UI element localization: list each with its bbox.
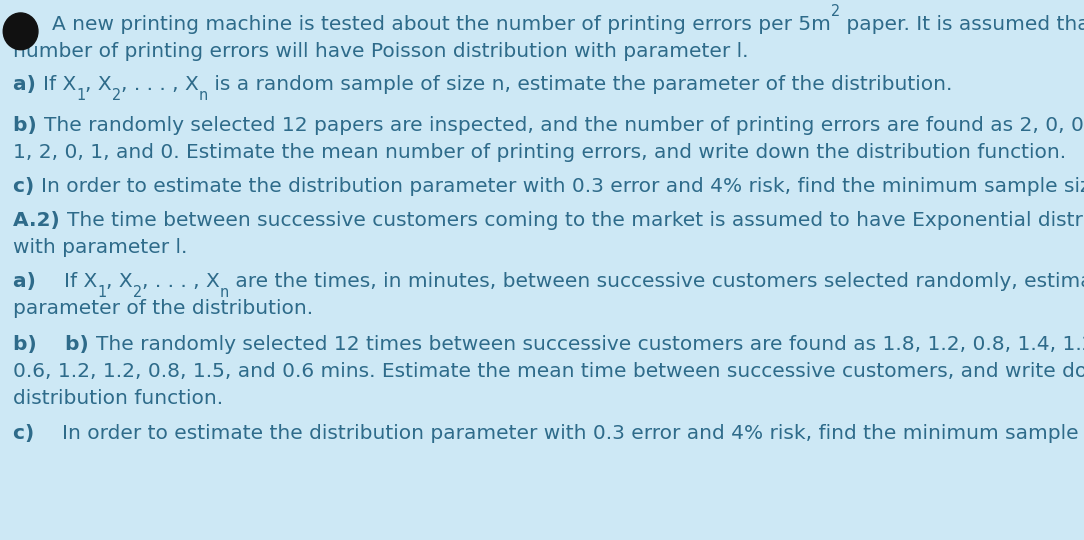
Text: 1: 1	[98, 285, 106, 300]
Ellipse shape	[3, 13, 38, 50]
Text: The randomly selected 12 papers are inspected, and the number of printing errors: The randomly selected 12 papers are insp…	[43, 116, 1084, 135]
Text: , X: , X	[86, 75, 112, 94]
Text: , . . . , X: , . . . , X	[142, 272, 220, 291]
Text: 1: 1	[76, 88, 86, 103]
Text: 2: 2	[133, 285, 142, 300]
Text: A new printing machine is tested about the number of printing errors per 5m: A new printing machine is tested about t…	[52, 15, 831, 33]
Text: a): a)	[13, 272, 64, 291]
Text: number of printing errors will have Poisson distribution with parameter l.: number of printing errors will have Pois…	[13, 42, 749, 60]
Text: The randomly selected 12 times between successive customers are found as 1.8, 1.: The randomly selected 12 times between s…	[95, 335, 1084, 354]
Text: c): c)	[13, 177, 41, 195]
Text: 2: 2	[831, 4, 840, 19]
Text: b): b)	[13, 335, 65, 354]
Text: is a random sample of size n, estimate the parameter of the distribution.: is a random sample of size n, estimate t…	[208, 75, 953, 94]
Text: c): c)	[13, 424, 62, 443]
Text: The time between successive customers coming to the market is assumed to have Ex: The time between successive customers co…	[67, 211, 1084, 230]
Text: paper. It is assumed that the: paper. It is assumed that the	[840, 15, 1084, 33]
Text: n: n	[199, 88, 208, 103]
Text: with parameter l.: with parameter l.	[13, 238, 188, 257]
Text: In order to estimate the distribution parameter with 0.3 error and 4% risk, find: In order to estimate the distribution pa…	[41, 177, 1084, 195]
Text: are the times, in minutes, between successive customers selected randomly, estim: are the times, in minutes, between succe…	[229, 272, 1084, 291]
Text: 1, 2, 0, 1, and 0. Estimate the mean number of printing errors, and write down t: 1, 2, 0, 1, and 0. Estimate the mean num…	[13, 143, 1067, 162]
Text: n: n	[220, 285, 229, 300]
Text: b): b)	[13, 116, 43, 135]
Text: If X: If X	[43, 75, 76, 94]
Text: , X: , X	[106, 272, 133, 291]
Text: parameter of the distribution.: parameter of the distribution.	[13, 299, 313, 318]
Text: If X: If X	[64, 272, 98, 291]
Text: In order to estimate the distribution parameter with 0.3 error and 4% risk, find: In order to estimate the distribution pa…	[62, 424, 1084, 443]
Text: distribution function.: distribution function.	[13, 389, 223, 408]
Text: , . . . , X: , . . . , X	[121, 75, 199, 94]
Text: A.2): A.2)	[13, 211, 67, 230]
Text: b): b)	[65, 335, 95, 354]
Text: a): a)	[13, 75, 43, 94]
Text: 2: 2	[112, 88, 121, 103]
Text: 0.6, 1.2, 1.2, 0.8, 1.5, and 0.6 mins. Estimate the mean time between successive: 0.6, 1.2, 1.2, 0.8, 1.5, and 0.6 mins. E…	[13, 362, 1084, 381]
